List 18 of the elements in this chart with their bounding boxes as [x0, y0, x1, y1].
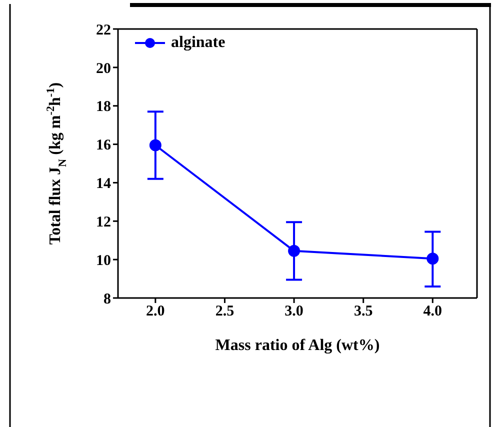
y-tick-label: 18 [96, 99, 111, 116]
point [426, 252, 439, 265]
x-tick-label: 3.0 [284, 304, 304, 320]
x-tick-label: 2.0 [146, 304, 165, 320]
x-axis-title: Mass ratio of Alg (wt%) [215, 337, 380, 354]
y-tick-label: 8 [104, 291, 111, 308]
point [149, 139, 162, 152]
point [288, 244, 300, 257]
y-tick-label: 22 [96, 22, 111, 38]
y-tick-label: 16 [96, 138, 112, 154]
legend-label: alginate [171, 34, 226, 52]
y-tick-label: 12 [96, 214, 111, 230]
x-tick-label: 4.0 [423, 304, 442, 320]
y-tick-label: 10 [96, 252, 111, 269]
y-tick-label: 20 [96, 60, 111, 77]
y-tick-label: 14 [96, 176, 112, 192]
x-tick-label: 3.5 [354, 304, 373, 320]
x-tick-label: 2.5 [215, 304, 234, 320]
